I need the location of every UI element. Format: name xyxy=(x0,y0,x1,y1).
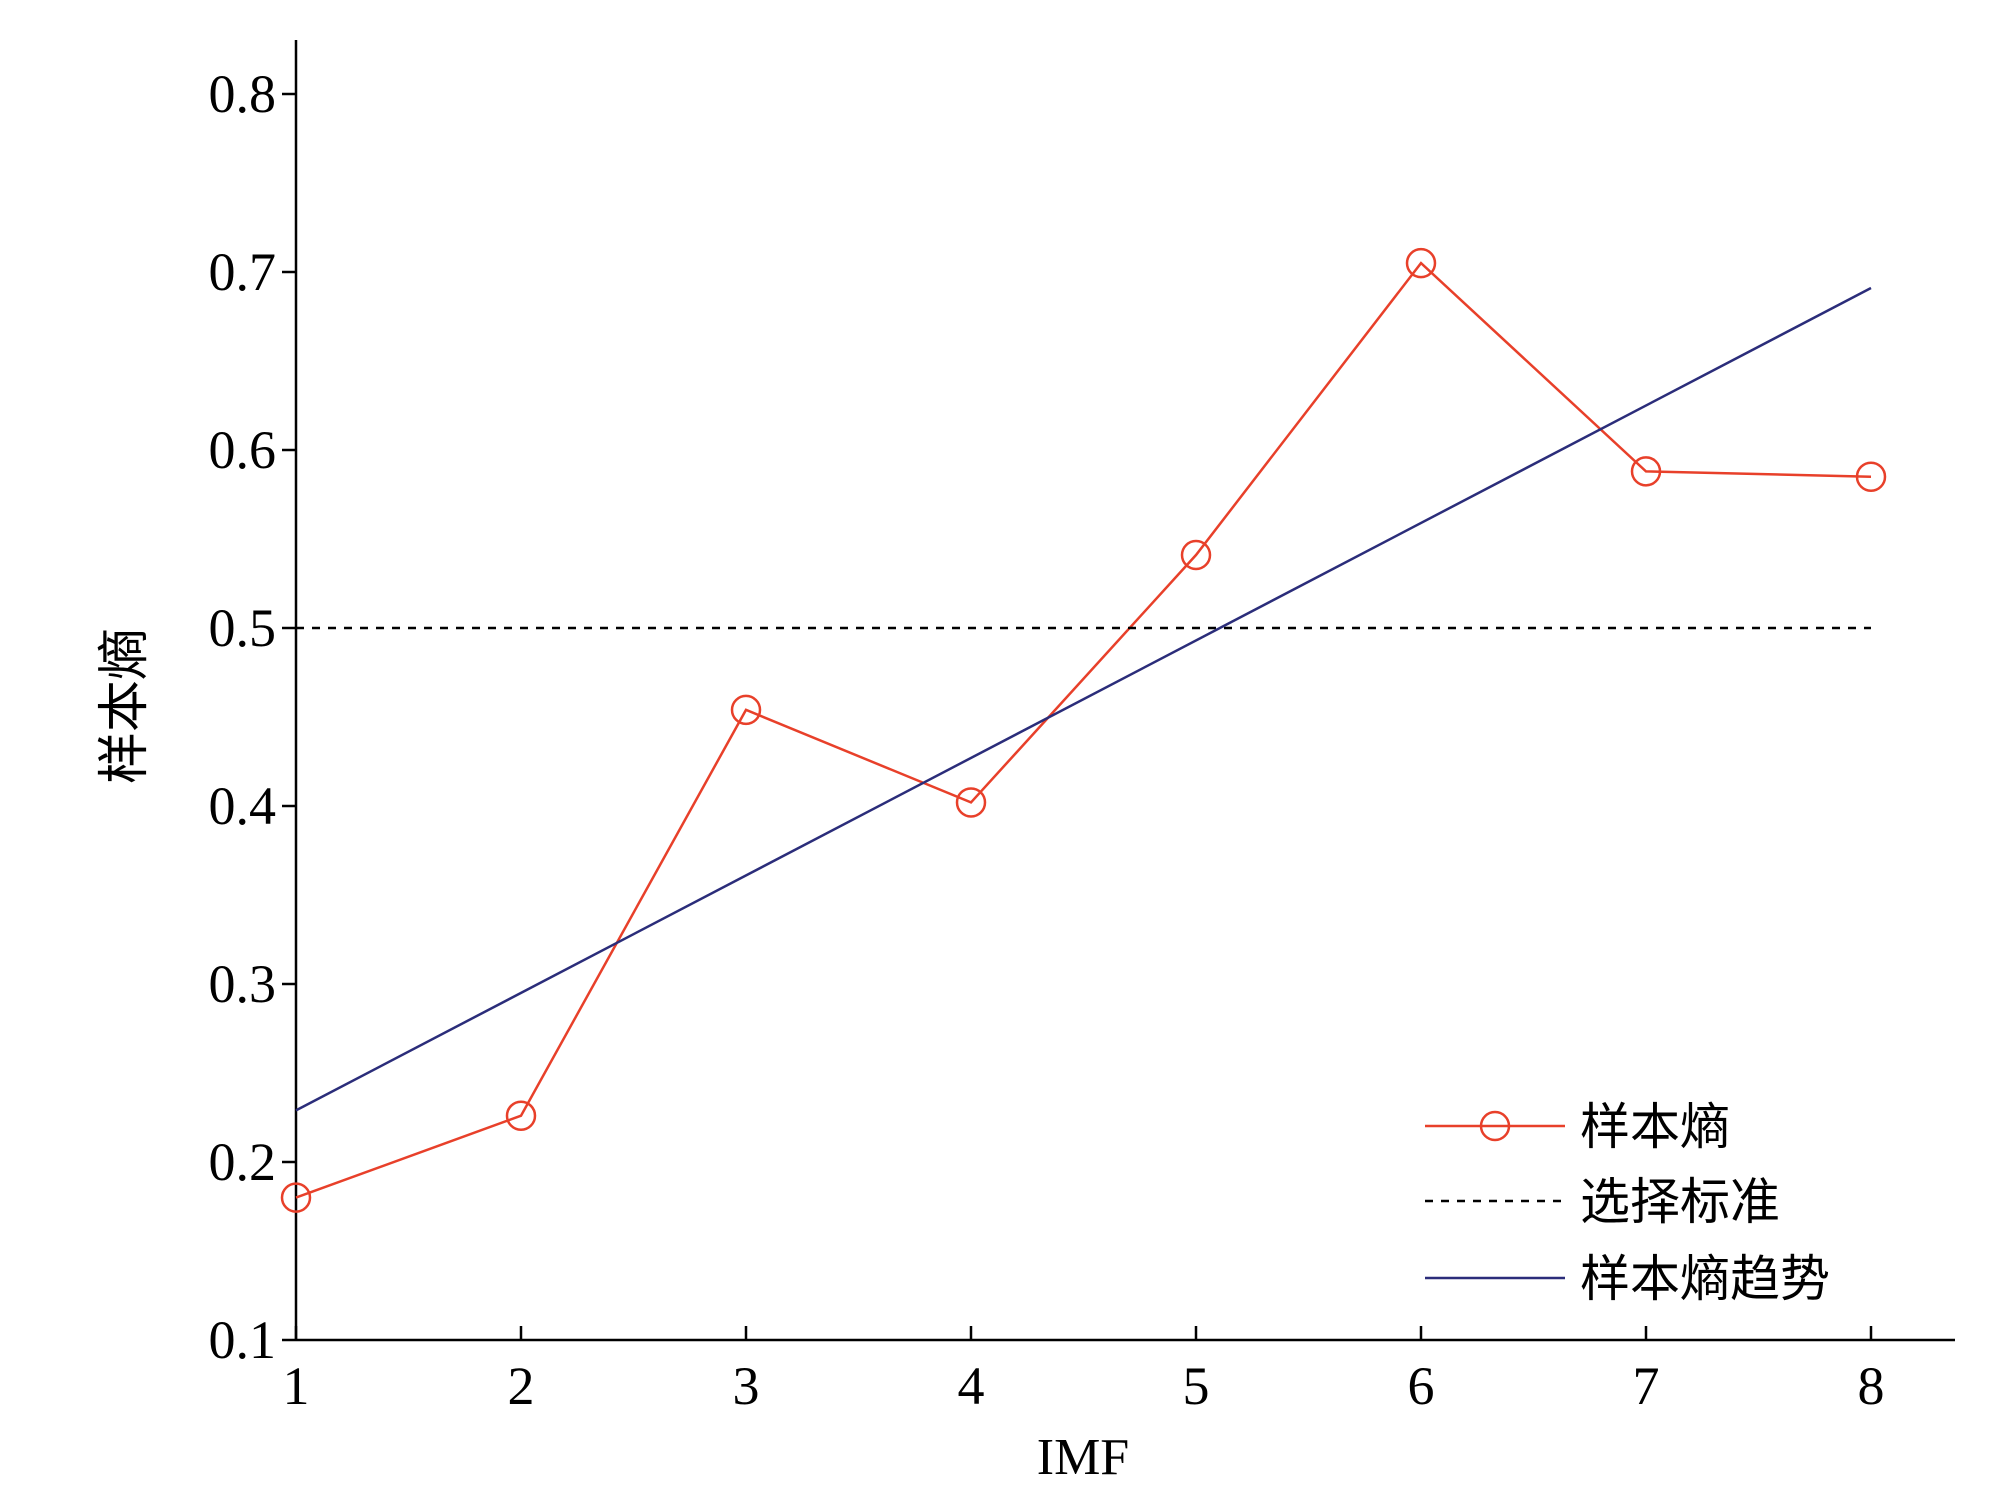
data-point-marker xyxy=(730,694,762,726)
y-tick-label: 0.2 xyxy=(209,1132,277,1192)
legend-label: 样本熵趋势 xyxy=(1580,1250,1830,1308)
series-line xyxy=(295,286,1872,1112)
x-axis-title: IMF xyxy=(1037,1429,1129,1486)
data-point-marker xyxy=(1405,247,1437,279)
x-tick-label: 4 xyxy=(958,1356,985,1416)
y-tick-label: 0.7 xyxy=(209,242,277,302)
y-tick-label: 0.3 xyxy=(209,954,277,1014)
y-tick-label: 0.5 xyxy=(209,598,277,658)
series-line xyxy=(295,261,1872,1199)
series-layer xyxy=(280,247,1887,1213)
y-axis-title: 样本熵 xyxy=(97,628,154,784)
legend-label: 样本熵 xyxy=(1580,1098,1730,1156)
x-tick-label: 2 xyxy=(508,1356,535,1416)
data-point-marker xyxy=(280,1182,312,1213)
axes: 1 2 3 4 5 6 7 8 0.1 0.2 0.3 0.4 0.5 0.6 0.7 0.8 xyxy=(209,40,1955,1416)
data-point-marker xyxy=(1855,461,1887,492)
legend-label: 选择标准 xyxy=(1580,1173,1780,1231)
x-tick-label: 3 xyxy=(733,1356,760,1416)
x-tick-label: 6 xyxy=(1408,1356,1435,1416)
data-point-marker xyxy=(505,1100,537,1131)
y-tick-label: 0.1 xyxy=(209,1310,277,1370)
data-point-marker xyxy=(955,787,987,818)
y-tick-label: 0.8 xyxy=(209,64,277,124)
x-tick-label: 8 xyxy=(1858,1356,1885,1416)
data-point-marker xyxy=(1630,456,1662,487)
y-tick-label: 0.4 xyxy=(209,776,277,836)
data-point-marker xyxy=(1180,539,1212,571)
x-tick-label: 1 xyxy=(283,1356,310,1416)
y-tick-label: 0.6 xyxy=(209,420,277,480)
legend-swatch-marker xyxy=(1479,1110,1511,1142)
x-tick-label: 7 xyxy=(1633,1356,1660,1416)
x-tick-label: 5 xyxy=(1183,1356,1210,1416)
